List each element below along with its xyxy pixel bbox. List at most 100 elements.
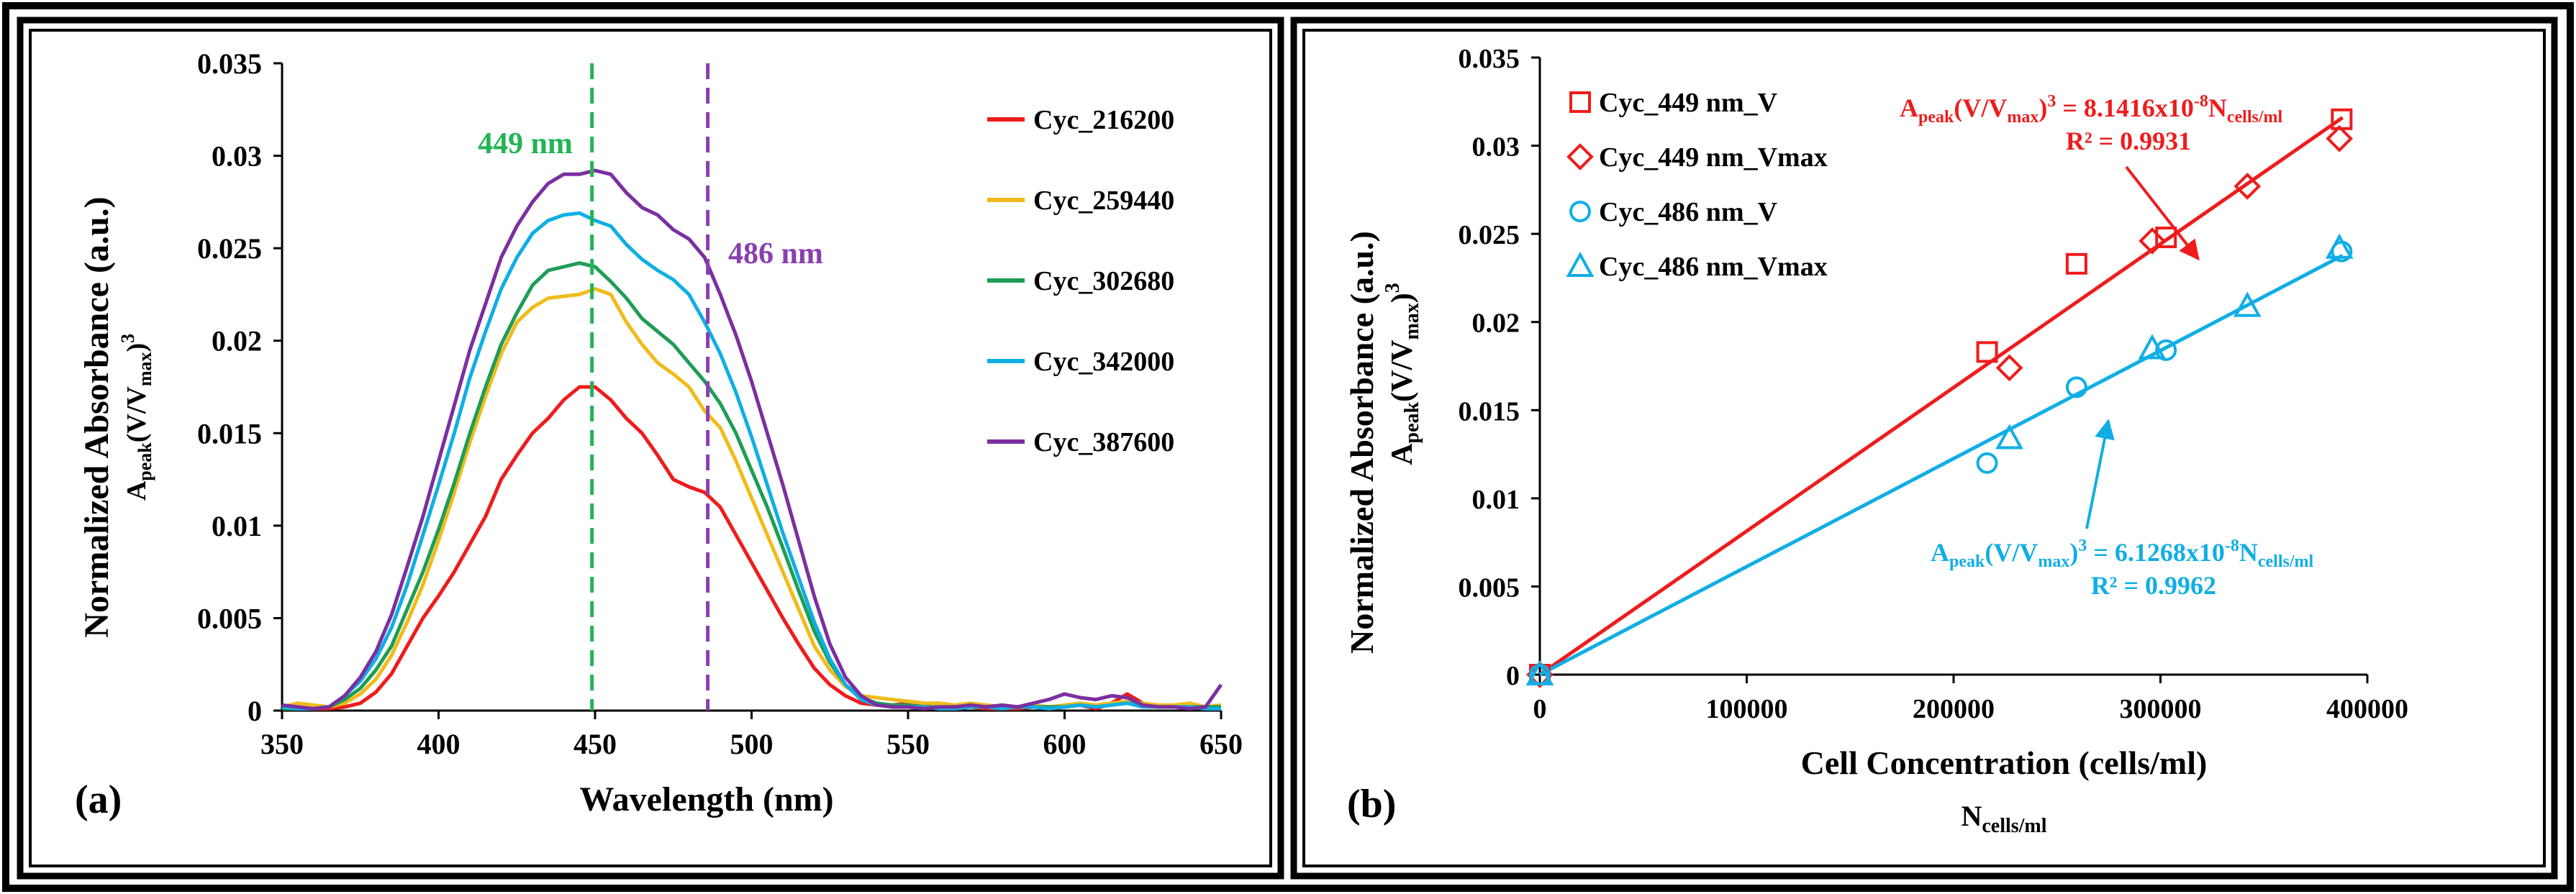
panel-b-frame-outer [1290,17,2558,880]
panel-b-data-point [1995,354,2023,382]
equation-486-r2: R² = 0.9962 [2091,571,2216,600]
eq1-lhs-sub2: max [2007,108,2038,127]
panel-a-y-tick-label: 0.025 [197,232,262,265]
panel-a: 350 400 450 500 550 600 650 0 0.005 0.01 0.015 0.02… [17,17,1284,880]
panel-b-label: (b) [1347,782,1396,826]
panel-a-series-line [281,287,1222,709]
eq2-lhs-main: A [1931,538,1949,567]
legend-label: Cyc_387600 [1033,427,1174,457]
eq1-rhs-main: = 8.1416x10 [2056,93,2194,122]
eq2-rhs-sub: cells/ml [2258,552,2314,571]
panel-b-axes: 0 100000 200000 300000 400000 0 0.005 0.01 0.015… [1459,44,2409,724]
panel-a-frame-inner [29,29,1272,867]
panel-a-y-tick-label: 0 [248,695,262,727]
legend-marker [1569,91,1591,113]
panel-b-y-axis-label-line2: Apeak(V/Vmax)3 [1382,283,1423,465]
panel-a-y-tick-label: 0.005 [197,602,262,634]
legend-label: Cyc_216200 [1033,105,1174,135]
eq2-lhs-close: ) [2069,538,2078,567]
panel-a-x-tick-label: 400 [417,728,461,760]
legend-label: Cyc_449 nm_V [1599,88,1778,118]
panel-b-data-point [1976,341,1998,363]
panel-b-y-tick-label: 0.02 [1472,309,1520,339]
panel-b-x-tick-label: 200000 [1913,694,1995,724]
panel-b-data-point [2233,291,2262,317]
legend-label: Cyc_259440 [1033,186,1174,216]
legend-label: Cyc_342000 [1033,347,1174,377]
panel-b-markers [1525,108,2354,688]
panel-a-ylabel2-close: ) [122,343,152,352]
panel-a-x-axis-label: Wavelength (nm) [579,780,833,818]
panel-b-y-tick-label: 0.015 [1459,396,1520,427]
eq2-lhs-sub2: max [2038,552,2069,571]
eq2-lhs-sup: 3 [2078,537,2087,555]
panel-a-y-tick-label: 0.03 [212,140,262,173]
panel-b-ylabel2-mid: (V/V [1386,340,1419,402]
panel-a-x-tick-label: 450 [573,728,617,760]
panel-b-x-axis-label-line2: Ncells/ml [1961,800,2046,837]
panel-a-series [281,168,1223,711]
panel-a-y-tick-label: 0.035 [197,47,262,80]
legend-label: Cyc_302680 [1033,266,1174,296]
panel-a-ylabel2-sub: peak [135,442,155,481]
panel-b-data-point [2138,334,2167,360]
panel-a-y-axis-label-line2: Apeak(V/Vmax)3 [117,334,155,501]
eq2-rhs-main: = 6.1268x10 [2087,538,2225,567]
panel-b-frame-inner [1302,29,2546,867]
panel-a-frame-outer [17,17,1284,880]
eq1-lhs-close: ) [2038,93,2047,122]
panel-b-ylabel2-main: A [1386,443,1419,465]
eq1-rhs-sup: -8 [2194,92,2208,111]
panel-b-data-point [2326,124,2354,152]
eq2-rhs-sup: -8 [2225,537,2239,555]
panel-b-y-tick-label: 0.005 [1459,573,1520,603]
panel-b-data-point [2233,173,2262,200]
legend-marker [1566,143,1594,170]
panel-b-y-tick-label: 0.025 [1459,220,1520,250]
panel-b-data-point [2325,233,2354,259]
equation-449-r2: R² = 0.9931 [2066,127,2191,155]
panel-a-y-tick-label: 0.02 [212,325,262,357]
panel-a-series-line [281,168,1223,711]
panel-a-ylabel2-mid: (V/V [122,386,152,443]
arrow-486-fit [2085,419,2115,529]
panel-a-x-tick-label: 650 [1199,728,1243,760]
panel-a-y-tick-label: 0.015 [197,417,262,450]
eq2-rhs-N: N [2239,538,2258,567]
arrow-449-fit [2125,165,2200,261]
panel-a-vertical-lines [590,63,710,711]
eq1-lhs-main: A [1900,93,1918,122]
legend-label: Cyc_486 nm_Vmax [1599,252,1828,282]
legend-marker [1566,251,1595,277]
eq1-lhs-sup: 3 [2047,92,2056,111]
panel-b-y-tick-label: 0 [1506,661,1520,691]
panel-a-legend: Cyc_216200 Cyc_259440 Cyc_302680 Cyc_342000… [987,105,1174,457]
eq1-lhs-sub: peak [1918,108,1954,127]
panel-b-x-tick-label: 300000 [2120,694,2202,724]
panel-b-xlabel2-sub: cells/ml [1982,815,2046,837]
eq1-rhs-N: N [2208,93,2227,122]
legend-label: Cyc_486 nm_V [1599,197,1778,227]
panel-b-ylabel2-close: ) [1386,293,1419,303]
panel-b-fit-line [1538,254,2344,677]
eq2-lhs-mid: (V/V [1985,538,2038,567]
panel-b-data-point [2065,376,2087,398]
panel-b-ylabel2-sub: peak [1401,401,1423,443]
panel-b-ylabel2-sup: 3 [1382,283,1404,293]
panel-a-x-tick-label: 550 [886,728,930,760]
panel-a-x-tick-label: 350 [260,728,304,760]
panel-b-legend: Cyc_449 nm_V Cyc_449 nm_Vmax Cyc_486 nm_V C… [1566,88,1828,282]
panel-b-x-tick-label: 400000 [2326,694,2408,724]
equation-486-fit: Apeak(V/Vmax)3 = 6.1268x10-8Ncells/ml [1931,537,2314,571]
panel-a-series-line [281,211,1221,711]
panel-b: 0 100000 200000 300000 400000 0 0.005 0.01 0.015… [1290,17,2558,880]
panel-a-x-tick-label: 500 [730,728,774,760]
panel-b-xlabel2-main: N [1961,800,1982,832]
panel-b-fit-lines [1538,116,2344,677]
panel-b-fit-line [1538,116,2344,677]
panel-b-x-tick-label: 0 [1533,694,1547,724]
panel-b-data-point [2139,227,2166,255]
panel-a-label: (a) [75,777,122,822]
panel-b-x-axis-label: Cell Concentration (cells/ml) [1801,744,2208,781]
